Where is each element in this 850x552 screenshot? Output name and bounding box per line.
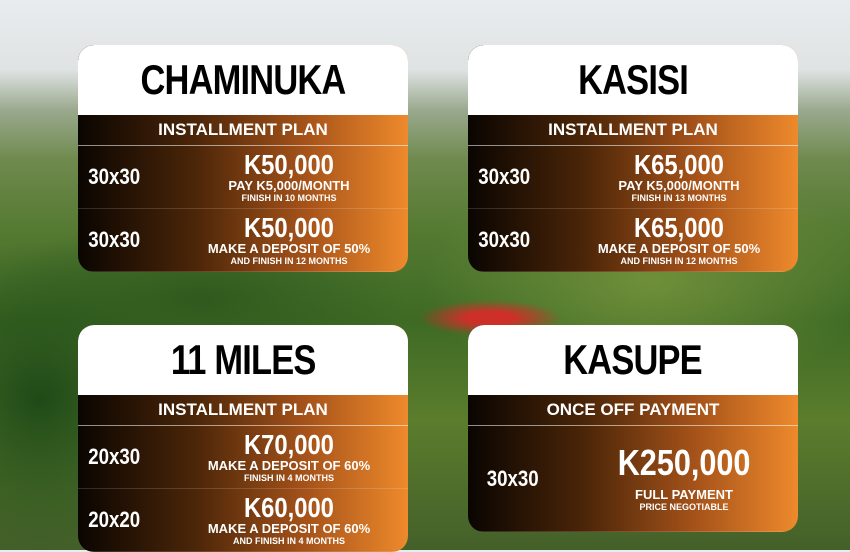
price: K60,000 (244, 491, 334, 523)
plan-label: INSTALLMENT PLAN (78, 115, 408, 146)
card-title-area: 11 MILES (78, 325, 408, 395)
plan-row: 30x30 K50,000 MAKE A DEPOSIT OF 50% AND FIN… (78, 209, 408, 272)
price: K50,000 (244, 148, 334, 180)
terms-detail: AND FINISH IN 4 MONTHS (232, 535, 345, 546)
plot-size: 30x30 (88, 227, 141, 252)
plot-size: 30x30 (88, 164, 141, 189)
plot-size: 30x30 (478, 227, 531, 252)
terms: MAKE A DEPOSIT OF 50% (597, 240, 761, 256)
card-title-area: KASISI (468, 45, 798, 115)
card-title: KASISI (578, 56, 689, 103)
price: K65,000 (634, 211, 724, 243)
plan-row: 30x30 K50,000 PAY K5,000/MONTH FINISH IN 10… (78, 146, 408, 209)
plot-size: 20x20 (88, 507, 141, 532)
plan-row: 20x20 K60,000 MAKE A DEPOSIT OF 60% AND FIN… (78, 489, 408, 552)
terms: MAKE A DEPOSIT OF 60% (207, 520, 371, 536)
price: K250,000 (617, 442, 751, 483)
terms-detail: AND FINISH IN 12 MONTHS (620, 255, 738, 266)
price: K70,000 (244, 428, 334, 460)
terms: MAKE A DEPOSIT OF 60% (207, 457, 371, 473)
plan-row: 30x30 K65,000 PAY K5,000/MONTH FINISH IN 13… (468, 146, 798, 209)
terms-detail: FINISH IN 4 MONTHS (243, 472, 334, 483)
plan-row: 30x30 K250,000 FULL PAYMENT PRICE NEGOTIABL… (468, 426, 798, 532)
plot-size: 20x30 (88, 444, 141, 469)
terms-detail: FINISH IN 10 MONTHS (241, 192, 337, 203)
plot-size: 30x30 (486, 465, 539, 491)
terms-detail: PRICE NEGOTIABLE (639, 502, 729, 512)
card-title-area: KASUPE (468, 325, 798, 395)
price: K50,000 (244, 211, 334, 243)
terms: MAKE A DEPOSIT OF 50% (207, 240, 371, 256)
card-kasupe: KASUPE ONCE OFF PAYMENT 30x30 K250,000 FUL… (468, 325, 798, 532)
price: K65,000 (634, 148, 724, 180)
card-title: CHAMINUKA (140, 56, 346, 103)
plan-label: INSTALLMENT PLAN (78, 395, 408, 426)
terms-detail: FINISH IN 13 MONTHS (631, 192, 727, 203)
plan-label: INSTALLMENT PLAN (468, 115, 798, 146)
plan-row: 30x30 K65,000 MAKE A DEPOSIT OF 50% AND FIN… (468, 209, 798, 272)
terms: PAY K5,000/MONTH (618, 177, 740, 193)
terms: FULL PAYMENT (635, 487, 733, 502)
plan-label: ONCE OFF PAYMENT (468, 395, 798, 426)
card-title: KASUPE (563, 336, 703, 383)
terms-detail: AND FINISH IN 12 MONTHS (230, 255, 348, 266)
card-kasisi: KASISI INSTALLMENT PLAN 30x30 K65,000 PAY … (468, 45, 798, 272)
plot-size: 30x30 (478, 164, 531, 189)
card-title: 11 MILES (170, 336, 316, 383)
card-title-area: CHAMINUKA (78, 45, 408, 115)
card-chaminuka: CHAMINUKA INSTALLMENT PLAN 30x30 K50,000 P… (78, 45, 408, 272)
card-11-miles: 11 MILES INSTALLMENT PLAN 20x30 K70,000 MA… (78, 325, 408, 552)
plan-row: 20x30 K70,000 MAKE A DEPOSIT OF 60% FINISH … (78, 426, 408, 489)
terms: PAY K5,000/MONTH (228, 177, 350, 193)
